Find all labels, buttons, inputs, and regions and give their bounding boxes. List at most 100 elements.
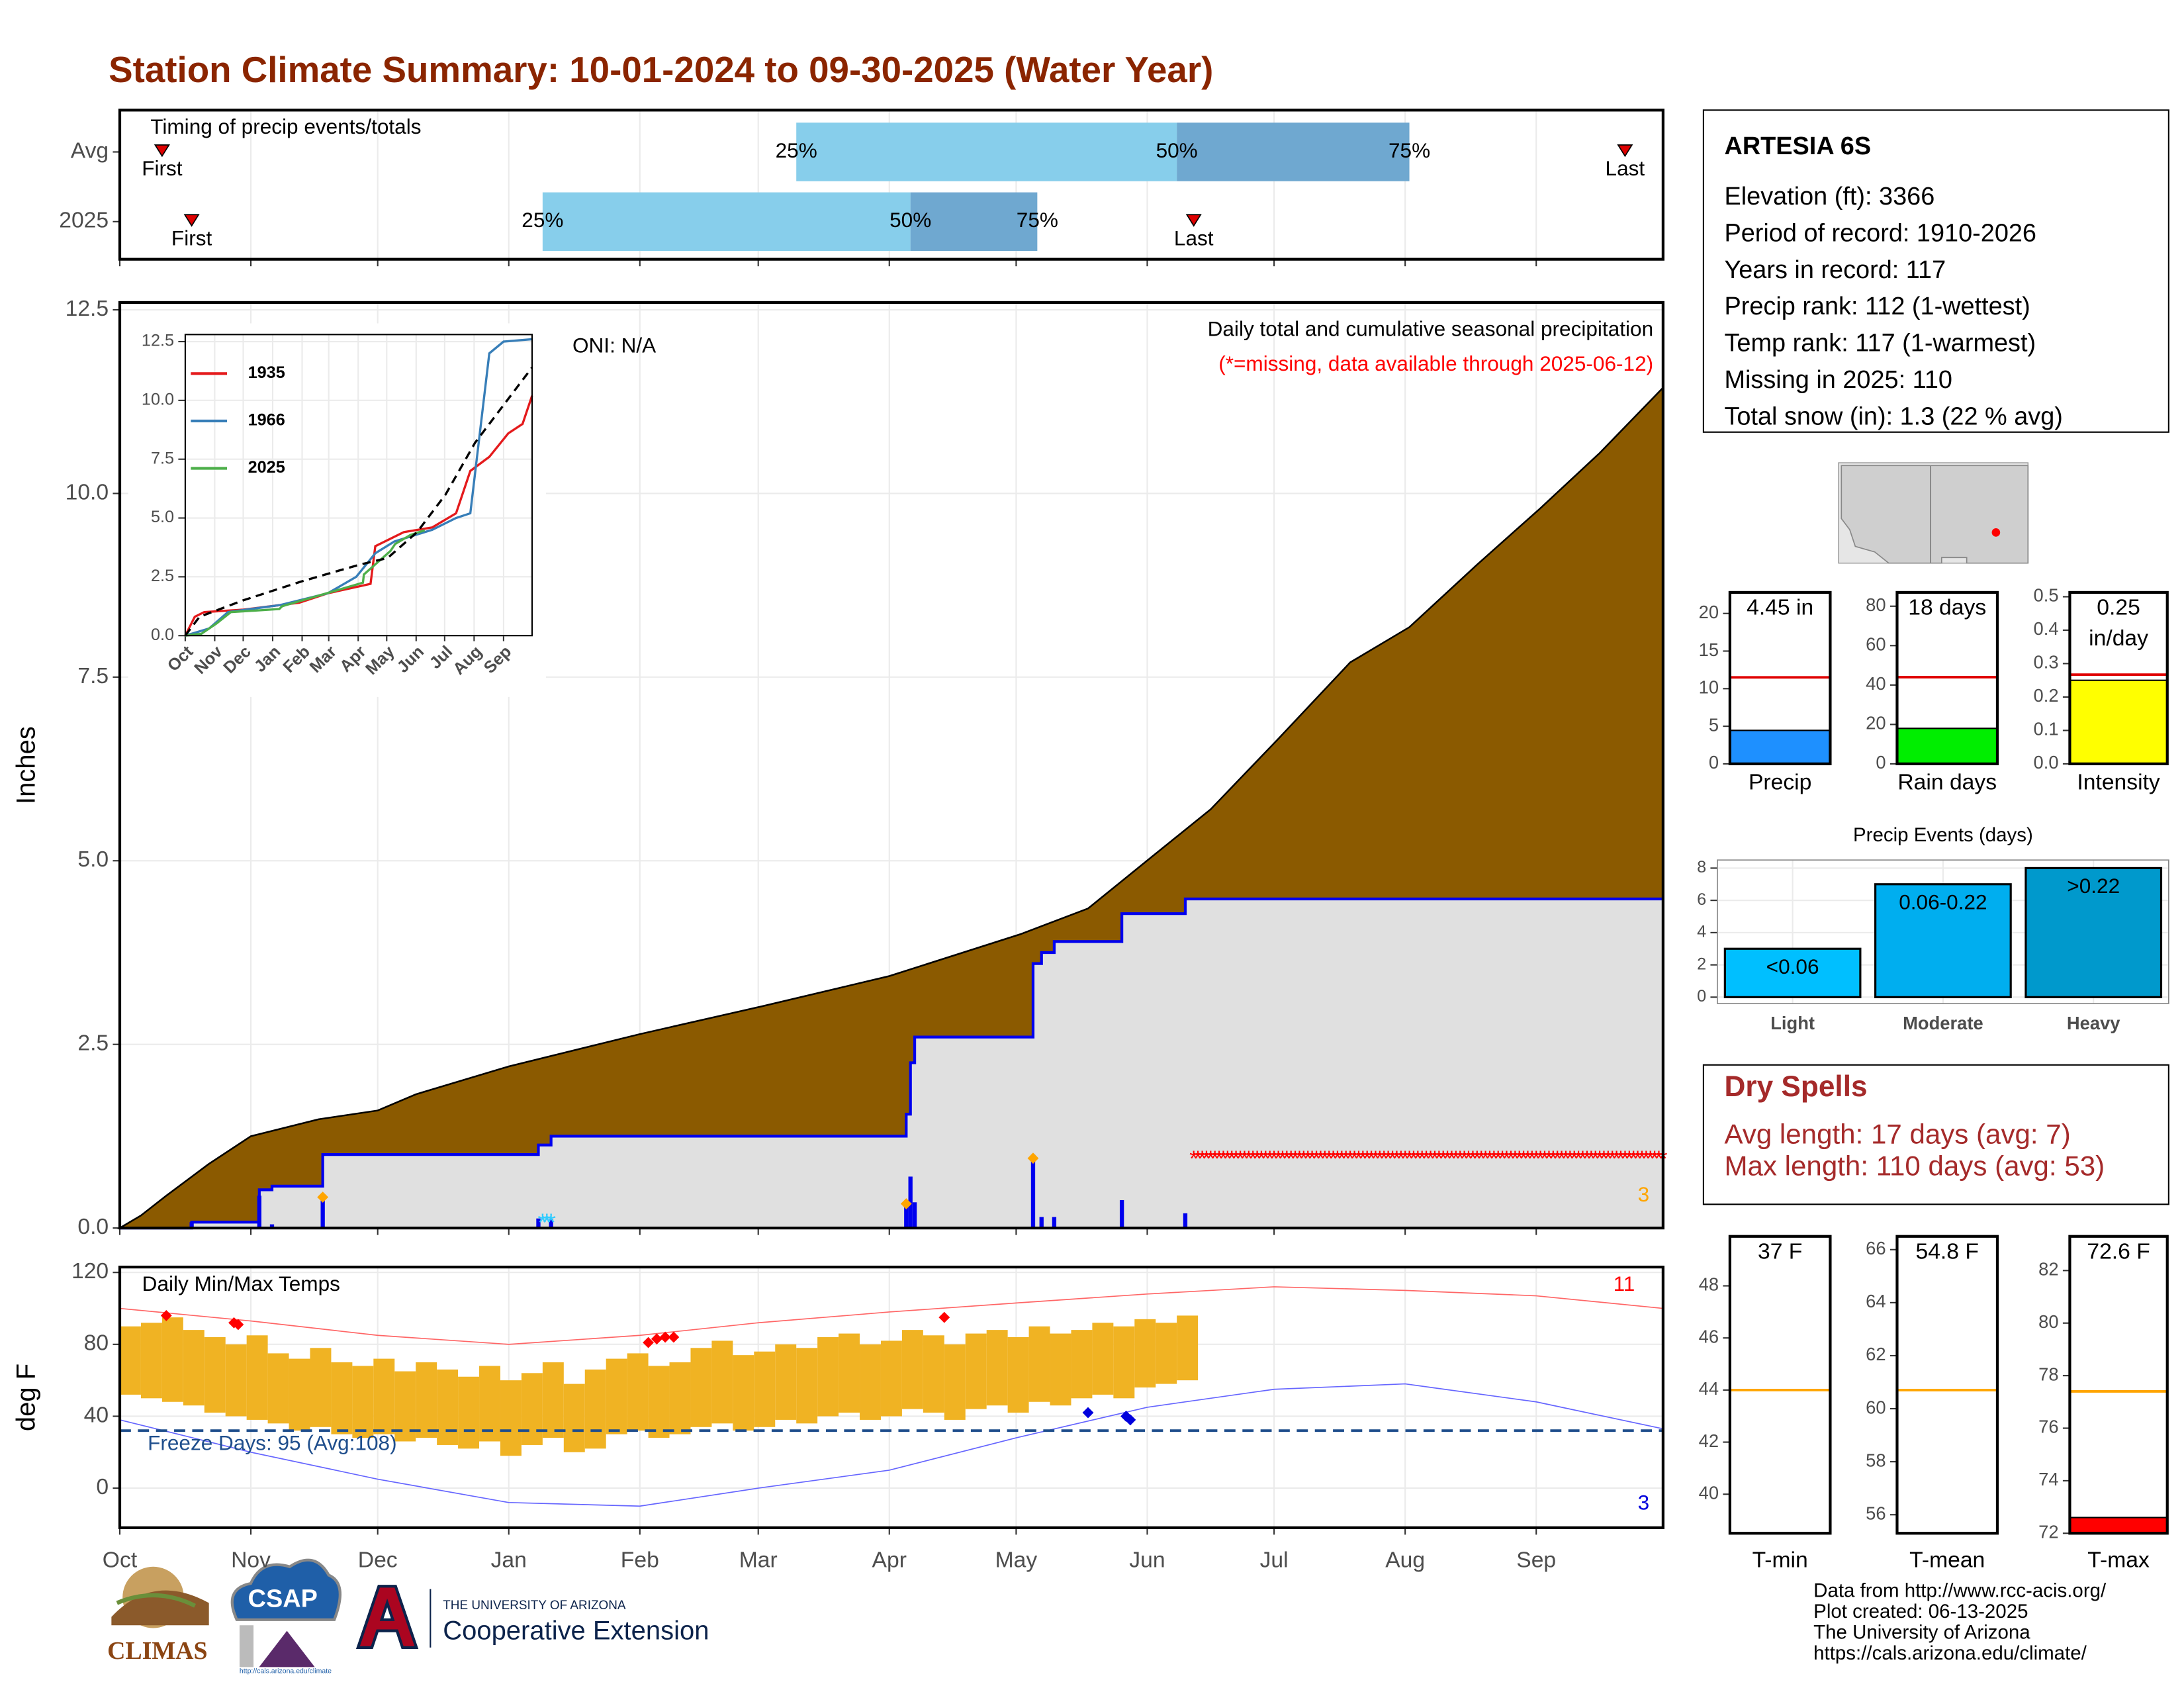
missing-marker: *	[1469, 1147, 1477, 1171]
daily-precip-bar	[536, 1218, 541, 1229]
daily-precip-bar	[1119, 1199, 1124, 1229]
temp-range-bar	[458, 1376, 480, 1449]
bar	[2025, 867, 2163, 998]
missing-marker: *	[1359, 1147, 1367, 1171]
temp-range-bar	[669, 1362, 691, 1434]
series-line	[185, 529, 426, 637]
coop-ext: Cooperative Extension	[443, 1616, 709, 1645]
panel-title: Timing of precip events/totals	[150, 115, 421, 138]
y-tick-label: 5	[1709, 714, 1719, 735]
missing-marker: *	[1426, 1147, 1435, 1171]
missing-marker: *	[1485, 1147, 1494, 1171]
gauge-bar	[1729, 729, 1831, 765]
daily-precip-bar	[269, 1224, 275, 1229]
temp-range-bar	[500, 1380, 522, 1456]
temp-range-bar	[839, 1333, 860, 1413]
percent-label: 50%	[889, 208, 931, 232]
panel-title: Precip Events (days)	[1853, 824, 2033, 846]
missing-marker: *	[1612, 1147, 1621, 1171]
missing-marker: *	[1439, 1147, 1447, 1171]
y-tick-label: 12.5	[66, 297, 109, 321]
panel-frame	[1717, 859, 2169, 1004]
missing-note: (*=missing, data available through 2025-…	[1218, 352, 1653, 375]
station-line: Total snow (in): 1.3 (22 % avg)	[1724, 402, 2062, 430]
record-marker	[1082, 1407, 1094, 1419]
temp-range-bar	[267, 1353, 289, 1424]
temp-range-bar	[1156, 1323, 1177, 1384]
average-line	[184, 367, 533, 637]
temp-range-bar	[775, 1344, 797, 1420]
station-line: Temp rank: 117 (1-warmest)	[1724, 330, 2036, 357]
record-marker	[659, 1331, 671, 1343]
x-tick-label: Sep	[1516, 1548, 1556, 1572]
missing-marker: *	[1320, 1147, 1329, 1171]
temp-range-bar	[1134, 1319, 1156, 1388]
missing-marker: *	[1524, 1147, 1532, 1171]
y-tick-label: 46	[1699, 1326, 1719, 1346]
x-tick-label: Aug	[1385, 1548, 1425, 1572]
y-tick-label: 20	[1866, 713, 1886, 733]
missing-marker: *	[1595, 1147, 1604, 1171]
missing-marker: *	[1527, 1147, 1536, 1171]
dry-spells-box	[1702, 1064, 2169, 1205]
y-tick-label: 80	[1866, 594, 1886, 615]
gauge-label-box: 0.25 in/day	[2089, 596, 2148, 651]
timing-label: Last	[1606, 156, 1645, 180]
missing-marker: *	[1621, 1147, 1629, 1171]
record-marker	[668, 1331, 680, 1343]
missing-marker: *	[1655, 1147, 1663, 1171]
timing-marker	[1185, 214, 1202, 227]
y-tick-label: 40	[1866, 673, 1886, 694]
missing-marker: *	[1646, 1147, 1655, 1171]
temp-range-bar	[901, 1330, 923, 1409]
missing-marker: *	[1498, 1147, 1507, 1171]
station-box	[1702, 109, 2169, 433]
y-tick-label: 42	[1699, 1430, 1719, 1451]
temp-range-bar	[521, 1373, 543, 1445]
y-tick-label: 15	[1699, 639, 1719, 660]
missing-marker: *	[1223, 1147, 1232, 1171]
x-tick-label: Oct	[103, 1548, 138, 1572]
missing-marker: *	[1388, 1147, 1396, 1171]
missing-marker: *	[1308, 1147, 1316, 1171]
missing-marker: *	[1338, 1147, 1346, 1171]
temp-range-bar	[1177, 1315, 1199, 1381]
temp-range-bar	[352, 1366, 374, 1438]
y-axis-label: Inches	[12, 726, 41, 804]
record-marker	[232, 1319, 244, 1331]
missing-marker: *	[1430, 1147, 1439, 1171]
daily-precip-bar	[1052, 1217, 1057, 1229]
y-tick-label: 8	[1697, 858, 1706, 876]
gauge-label-box: 4.45 in	[1747, 596, 1813, 620]
daily-precip-bar	[189, 1222, 194, 1229]
dry-spells-title: Dry Spells	[1724, 1070, 1867, 1103]
missing-marker: *	[1566, 1147, 1574, 1171]
missing-marker: *	[1574, 1147, 1583, 1171]
missing-marker: *	[1570, 1147, 1578, 1171]
missing-marker: *	[1422, 1147, 1431, 1171]
credits: Data from http://www.rcc-acis.org/Plot c…	[1813, 1579, 2107, 1664]
record-marker	[1124, 1414, 1136, 1426]
temp-range-bar	[246, 1335, 268, 1420]
temp-range-bar	[373, 1358, 395, 1434]
y-tick-label: 120	[71, 1259, 109, 1284]
temp-range-bar	[140, 1323, 162, 1399]
panel-title: Daily Min/Max Temps	[142, 1272, 340, 1295]
record-marker	[651, 1333, 662, 1345]
missing-marker: *	[1591, 1147, 1600, 1171]
panel-frame	[1895, 1235, 1999, 1535]
missing-marker: *	[1274, 1147, 1283, 1171]
y-tick-label: 80	[2038, 1311, 2058, 1332]
y-tick-label: 2025	[59, 209, 109, 233]
y-tick-label: Avg	[71, 138, 109, 163]
record-count: 3	[1638, 1182, 1650, 1206]
missing-marker: *	[1283, 1147, 1291, 1171]
legend-label: 1935	[248, 363, 285, 382]
missing-marker: *	[1219, 1147, 1228, 1171]
y-tick-label: 10.0	[142, 391, 174, 409]
station-line: Elevation (ft): 3366	[1724, 183, 1934, 211]
missing-marker: *	[1549, 1147, 1557, 1171]
missing-marker: *	[1304, 1147, 1312, 1171]
csap-mountain	[259, 1630, 315, 1667]
